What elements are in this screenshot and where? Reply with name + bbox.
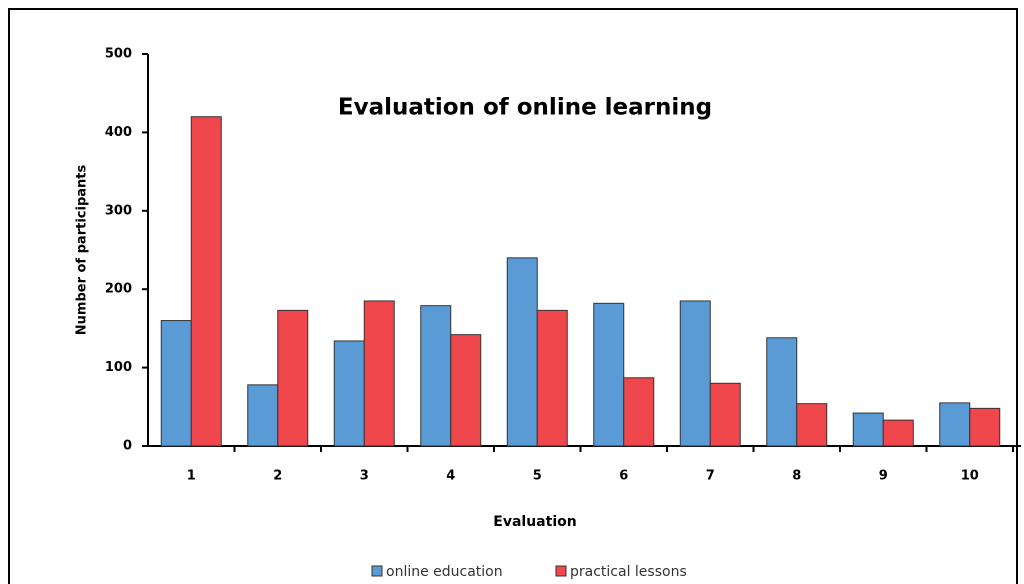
y-tick-label: 200	[105, 282, 132, 297]
bar	[882, 419, 914, 447]
x-axis-label: Evaluation	[493, 514, 576, 530]
legend-swatch	[555, 565, 567, 577]
bar	[190, 116, 222, 447]
bar	[709, 382, 741, 447]
bar	[247, 384, 279, 447]
x-tick-label: 8	[792, 469, 801, 484]
bar	[593, 302, 625, 447]
bar	[420, 305, 452, 447]
x-tick-label: 1	[187, 469, 196, 484]
frame	[8, 8, 1018, 584]
y-tick-label: 100	[105, 360, 132, 375]
x-tick-label: 3	[360, 469, 369, 484]
x-tick-label: 5	[533, 469, 542, 484]
bar	[939, 402, 971, 447]
y-tick-label: 0	[123, 439, 132, 454]
legend-swatch	[371, 565, 383, 577]
bar	[536, 309, 568, 447]
bar	[160, 320, 192, 447]
chart-title: Evaluation of online learning	[338, 95, 712, 121]
legend-label: practical lessons	[570, 564, 687, 580]
bar	[277, 309, 309, 447]
y-tick-label: 300	[105, 203, 132, 218]
x-tick-label: 2	[273, 469, 282, 484]
x-tick-label: 10	[961, 469, 979, 484]
bar	[506, 257, 538, 447]
bar	[766, 337, 798, 447]
bar	[363, 300, 395, 447]
bar	[969, 407, 1001, 447]
bar	[450, 334, 482, 447]
y-tick-label: 500	[105, 47, 132, 62]
x-tick-label: 6	[619, 469, 628, 484]
y-axis-label: Number of participants	[75, 165, 90, 336]
bar	[852, 412, 884, 447]
bar	[796, 403, 828, 447]
bar	[679, 300, 711, 447]
bar	[623, 377, 655, 447]
y-tick-label: 400	[105, 125, 132, 140]
x-tick-label: 4	[446, 469, 455, 484]
legend-label: online education	[386, 564, 503, 580]
x-tick-label: 7	[706, 469, 715, 484]
x-tick-label: 9	[879, 469, 888, 484]
bar	[333, 340, 365, 447]
